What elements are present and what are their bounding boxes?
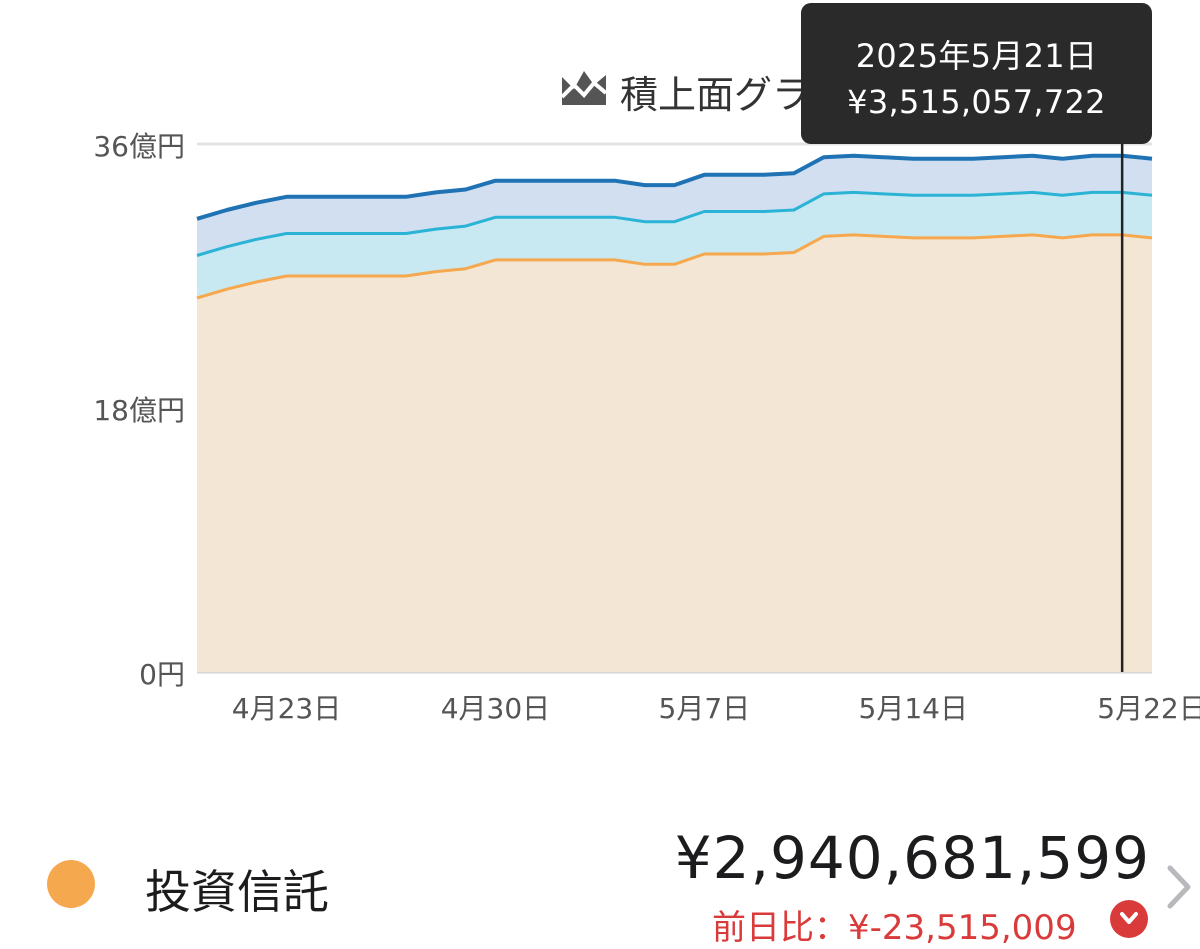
y-tick-label: 0円 bbox=[139, 658, 185, 691]
line-layer bbox=[196, 153, 1153, 300]
series-area-0 bbox=[197, 234, 1152, 672]
series-area-2 bbox=[197, 155, 1152, 256]
legend-value[interactable]: ¥2,940,681,599 bbox=[674, 824, 1150, 892]
series-line-1 bbox=[196, 190, 1153, 257]
legend-color-dot bbox=[47, 860, 95, 908]
area-chart-icon bbox=[560, 67, 608, 116]
y-tick-label: 18億円 bbox=[93, 394, 185, 427]
x-tick-label: 5月22日 bbox=[1097, 692, 1200, 725]
tooltip-value: ¥3,515,057,722 bbox=[847, 83, 1106, 121]
x-tick-label: 5月7日 bbox=[659, 692, 751, 725]
arrow-down-badge-icon bbox=[1110, 900, 1148, 938]
x-tick-label: 4月30日 bbox=[441, 692, 550, 725]
legend-change: 前日比：¥-23,515,009 bbox=[712, 908, 1077, 948]
tooltip-date: 2025年5月21日 bbox=[855, 37, 1098, 75]
legend-label[interactable]: 投資信託 bbox=[145, 865, 329, 919]
y-axis: 0円 18億円 36億円 bbox=[93, 130, 185, 691]
chevron-right-icon[interactable] bbox=[1164, 864, 1194, 910]
x-tick-label: 5月14日 bbox=[859, 692, 968, 725]
chart[interactable]: 0円 18億円 36億円 4月23日 4月30日 5月7日 5月14日 5月22日 bbox=[0, 0, 1200, 780]
x-axis: 4月23日 4月30日 5月7日 5月14日 5月22日 bbox=[232, 692, 1200, 725]
x-tick-label: 4月23日 bbox=[232, 692, 341, 725]
series-line-0 bbox=[196, 233, 1153, 300]
series-line-2 bbox=[196, 153, 1153, 221]
y-tick-label: 36億円 bbox=[93, 130, 185, 163]
chart-tooltip: 2025年5月21日 ¥3,515,057,722 bbox=[801, 3, 1152, 144]
